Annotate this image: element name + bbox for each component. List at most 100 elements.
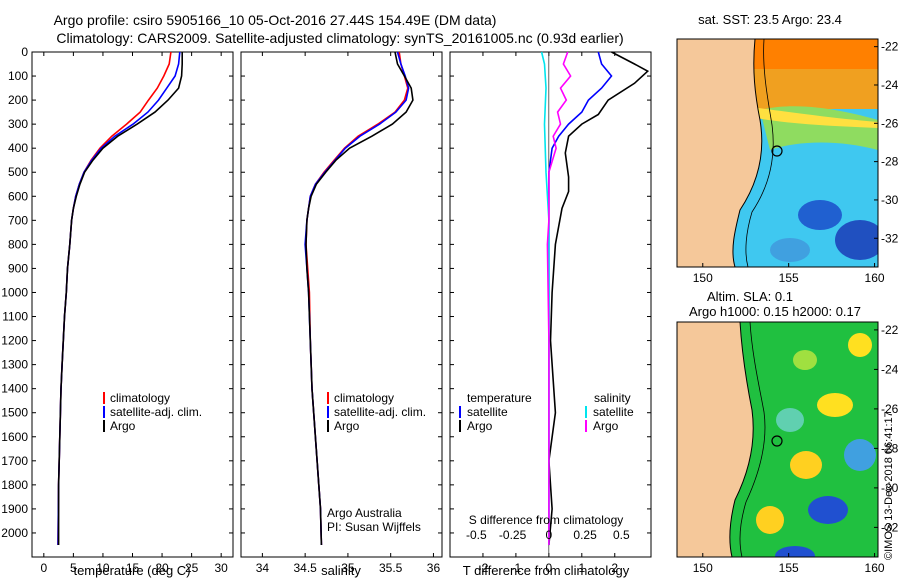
sst-map	[677, 39, 878, 267]
sla-low-anomaly	[808, 496, 848, 524]
depth-tick-label: 1200	[1, 334, 28, 348]
sla-map-ticks: 150 155 160 -22 -24 -26 -28 -30 -32	[693, 323, 899, 575]
legend-argo-label: Argo	[110, 419, 136, 433]
depth-tick-label: 400	[8, 141, 28, 155]
pi-annotation: PI: Susan Wijffels	[327, 520, 421, 534]
sla-high-anomaly	[790, 451, 822, 479]
sla-low-anomaly	[776, 408, 804, 432]
sla-coastline	[729, 322, 754, 557]
sla-argo-marker	[771, 435, 783, 447]
depth-tick-label: 0	[21, 45, 28, 59]
series-argo	[305, 51, 414, 546]
x-tick-label: -2	[478, 561, 489, 575]
x-tick-label: 34.5	[293, 561, 317, 575]
depth-axis: 0 100 200 300 400 500 600 700 800 900 1000 1100 1200…	[1, 45, 28, 540]
sst-cold-eddy	[798, 200, 842, 230]
x-tick-label: 35.5	[379, 561, 403, 575]
difference-legend: temperature satellite Argo salinity sate…	[459, 391, 634, 433]
x-tick-label: 0	[546, 561, 553, 575]
sst-map-frame	[676, 38, 879, 268]
legend-s-satellite-label: satellite	[593, 405, 634, 419]
figure-title-line1: Argo profile: csiro 5905166_10 05-Oct-20…	[54, 12, 497, 28]
sla-high-anomaly	[756, 506, 784, 534]
map-lat-label: -22	[881, 40, 899, 54]
depth-tick-label: 100	[8, 69, 28, 83]
map-lon-label: 150	[693, 271, 713, 285]
map-lat-label: -22	[881, 323, 899, 337]
sst-map-title: sat. SST: 23.5 Argo: 23.4	[698, 12, 842, 27]
map-lon-label: 160	[865, 271, 885, 285]
sla-isobath	[739, 322, 766, 557]
depth-tick-label: 1500	[1, 406, 28, 420]
x-tick-label: -1	[511, 561, 522, 575]
depth-tick-label: 800	[8, 237, 28, 251]
s-difference-ticks: -0.5 -0.25 0 0.25 0.5	[466, 528, 630, 542]
series-climatology	[57, 51, 172, 546]
legend-satellite-label: satellite-adj. clim.	[110, 405, 202, 419]
depth-tick-label: 500	[8, 165, 28, 179]
sst-front	[756, 108, 878, 128]
sla-map-title-line1: Altim. SLA: 0.1	[707, 289, 793, 304]
sla-high-anomaly	[817, 393, 853, 417]
legend-temperature-title: temperature	[467, 391, 532, 405]
s-diff-tick-label: 0.5	[613, 528, 630, 542]
x-tick-label: 15	[126, 561, 140, 575]
depth-tick-label: 1900	[1, 502, 28, 516]
map-lat-label: -32	[881, 231, 899, 245]
x-tick-label: 0	[40, 561, 47, 575]
depth-tick-label: 1000	[1, 285, 28, 299]
s-difference-axis-label: S difference from climatology	[469, 513, 624, 527]
t-difference-axis-label: T difference from climatology	[463, 563, 630, 578]
legend-satellite-label: satellite-adj. clim.	[334, 405, 426, 419]
s-diff-tick-label: 0	[546, 528, 553, 542]
map-lat-label: -26	[881, 402, 899, 416]
sst-land	[677, 39, 762, 267]
sla-map-title-line2: Argo h1000: 0.15 h2000: 0.17	[689, 304, 861, 319]
depth-tick-label: 700	[8, 213, 28, 227]
depth-tick-label: 2000	[1, 526, 28, 540]
map-lat-label: -28	[881, 441, 899, 455]
x-tick-label: 36	[427, 561, 441, 575]
sst-cool-patch	[770, 238, 810, 262]
depth-tick-label: 1800	[1, 478, 28, 492]
sst-isobath	[745, 39, 774, 267]
sla-land	[677, 322, 754, 557]
x-tick-label: 25	[185, 561, 199, 575]
sst-cold-eddy	[835, 220, 878, 260]
s-diff-tick-label: -0.5	[466, 528, 487, 542]
depth-tick-label: 600	[8, 189, 28, 203]
depth-tick-label: 1700	[1, 454, 28, 468]
depth-tick-label: 900	[8, 261, 28, 275]
sla-low-anomaly	[775, 546, 815, 557]
x-tick-label: 10	[96, 561, 110, 575]
map-lon-label: 155	[779, 561, 799, 575]
map-lat-label: -30	[881, 193, 899, 207]
x-tick-label: 34	[256, 561, 270, 575]
series-satellite-adj-clim-	[57, 51, 181, 546]
map-lon-label: 155	[779, 271, 799, 285]
imos-credit: ©IMOS 13-Dec-2018 06:41:17	[883, 411, 895, 560]
temperature-legend: climatology satellite-adj. clim. Argo	[103, 391, 202, 433]
sla-high-anomaly	[848, 333, 872, 357]
map-lat-label: -24	[881, 362, 899, 376]
sst-argo-marker	[771, 145, 783, 157]
difference-panel-frame	[449, 51, 652, 558]
series-t-argo	[548, 51, 650, 546]
legend-t-satellite-label: satellite	[467, 405, 508, 419]
series-satellite-adj-clim-	[304, 51, 410, 546]
series-argo	[57, 52, 183, 545]
map-lat-label: -26	[881, 116, 899, 130]
salinity-legend: climatology satellite-adj. clim. Argo	[327, 391, 426, 433]
difference-plot: -2 -1 0 1 2	[450, 51, 651, 575]
salinity-panel-frame	[240, 51, 443, 558]
depth-tick-label: 1300	[1, 358, 28, 372]
x-tick-label: 30	[214, 561, 228, 575]
figure-title-line2: Climatology: CARS2009. Satellite-adjuste…	[56, 30, 623, 46]
legend-s-argo-label: Argo	[593, 419, 619, 433]
map-lat-label: -24	[881, 78, 899, 92]
sla-low-anomaly	[844, 439, 876, 471]
depth-tick-label: 1400	[1, 382, 28, 396]
sst-map-ticks: 150 155 160 -22 -24 -26 -28 -30 -32	[693, 40, 899, 285]
legend-argo-label: Argo	[334, 419, 360, 433]
